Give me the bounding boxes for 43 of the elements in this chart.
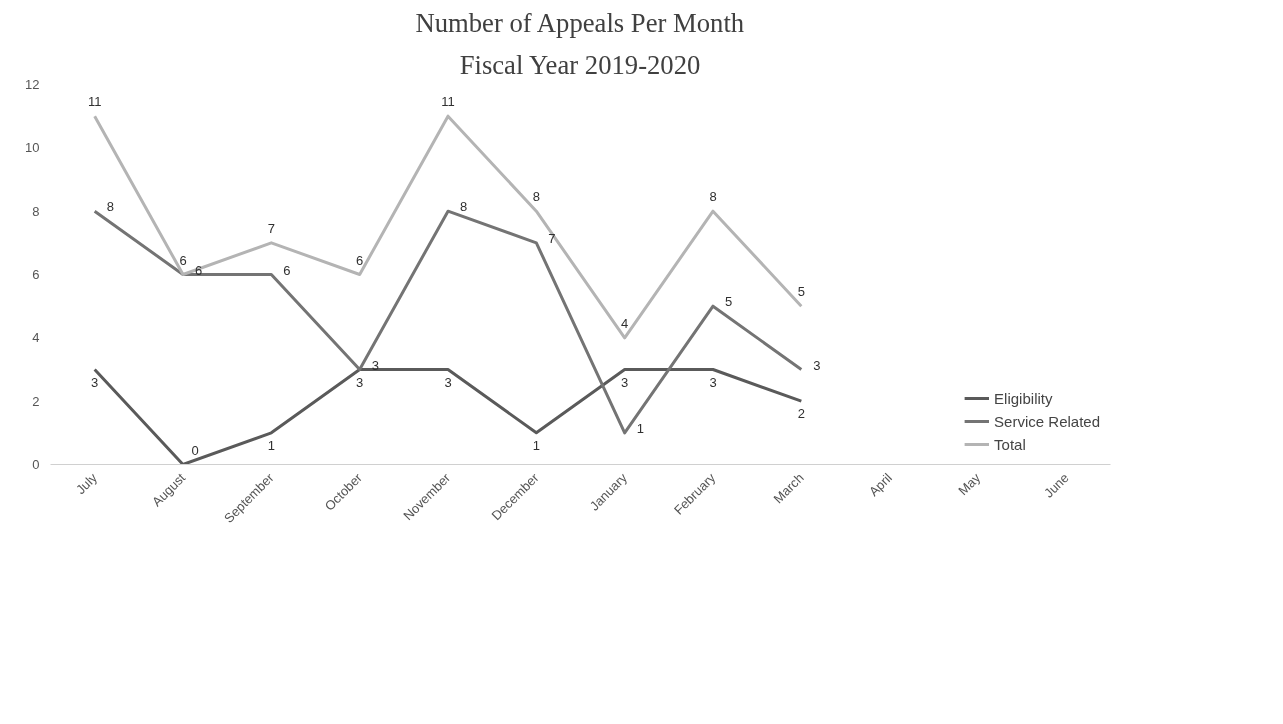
data-label: 3 — [709, 374, 717, 390]
data-label: 8 — [532, 189, 540, 205]
y-tick-label: 0 — [32, 457, 40, 472]
data-label: 5 — [797, 284, 805, 300]
data-label: 5 — [725, 294, 733, 310]
x-tick-label: May — [955, 469, 984, 499]
line-series — [93, 209, 803, 435]
data-label: 2 — [797, 406, 805, 422]
data-label: 8 — [106, 199, 114, 215]
data-label: 0 — [191, 442, 199, 458]
legend-label: Eligibility — [994, 389, 1053, 407]
data-label: 7 — [548, 230, 556, 246]
data-label: 4 — [621, 315, 629, 331]
line-series — [93, 368, 803, 465]
data-label: 11 — [87, 94, 102, 110]
data-label: 3 — [91, 374, 99, 390]
data-label: 11 — [441, 94, 455, 110]
data-label: 6 — [195, 262, 203, 278]
data-label: 3 — [621, 374, 629, 390]
data-label: 3 — [356, 374, 364, 390]
data-label: 1 — [636, 420, 644, 436]
y-tick-label: 8 — [32, 203, 40, 219]
chart-subtitle: Fiscal Year 2019-2020 — [459, 49, 701, 80]
y-tick-label: 12 — [25, 77, 40, 92]
data-label: 6 — [356, 252, 364, 268]
data-label: 1 — [532, 437, 540, 453]
data-label: 6 — [283, 262, 291, 278]
data-label: 3 — [444, 374, 452, 390]
legend-label: Total — [994, 435, 1026, 453]
legend-label: Service Related — [994, 412, 1100, 430]
data-label: 3 — [813, 357, 821, 373]
data-label: 6 — [179, 252, 187, 268]
data-label: 8 — [460, 199, 468, 215]
chart-title: Number of Appeals Per Month — [415, 7, 745, 38]
data-label: 7 — [267, 220, 275, 236]
y-tick-label: 6 — [32, 267, 40, 282]
data-label: 1 — [267, 437, 275, 453]
y-tick-label: 4 — [32, 330, 40, 346]
x-tick-label: July — [73, 469, 101, 498]
data-label: 8 — [709, 189, 717, 205]
line-series — [93, 114, 803, 340]
y-tick-label: 2 — [32, 393, 40, 409]
y-tick-label: 10 — [25, 140, 40, 156]
